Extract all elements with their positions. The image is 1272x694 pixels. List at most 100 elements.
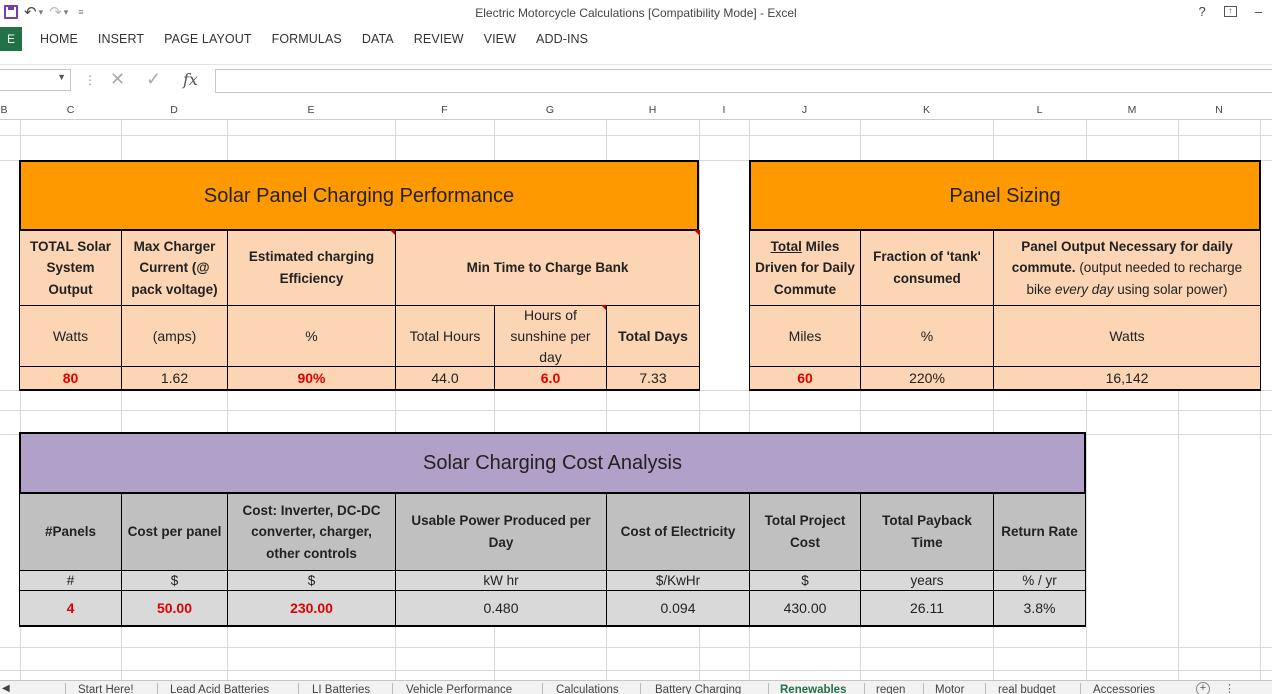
comment-indicator-icon[interactable] xyxy=(694,230,700,236)
tab-split-handle-icon[interactable]: ⋮ xyxy=(1224,683,1235,694)
column-header-m[interactable]: M xyxy=(1127,104,1137,116)
sheet-tab-regen[interactable]: regen xyxy=(876,684,906,694)
formula-input[interactable] xyxy=(215,69,1272,93)
tab-insert[interactable]: INSERT xyxy=(97,32,145,46)
sheet-tab-battery-charging[interactable]: Battery Charging xyxy=(655,684,742,694)
column-header-f[interactable]: F xyxy=(441,104,448,116)
column-header-i[interactable]: I xyxy=(722,104,726,116)
unit-watts: Watts xyxy=(19,305,122,367)
column-header-h[interactable]: H xyxy=(648,104,657,116)
tab-review[interactable]: REVIEW xyxy=(413,32,464,46)
column-header-j[interactable]: J xyxy=(801,104,808,116)
unit-amps: (amps) xyxy=(121,305,228,367)
tab-page-layout[interactable]: PAGE LAYOUT xyxy=(164,32,252,46)
sheet-tab-motor[interactable]: Motor xyxy=(935,684,965,694)
tab-formulas[interactable]: FORMULAS xyxy=(271,32,342,46)
value-cost-inverter[interactable]: 230.00 xyxy=(227,590,396,627)
header-cost-inverter: Cost: Inverter, DC-DC converter, charger… xyxy=(227,493,396,571)
save-icon[interactable] xyxy=(4,5,18,19)
new-sheet-icon[interactable]: + xyxy=(1196,682,1210,694)
undo-dropdown-icon[interactable]: ▾ xyxy=(38,6,44,17)
column-header-l[interactable]: L xyxy=(1036,104,1043,116)
value-cost-electricity[interactable]: 0.094 xyxy=(606,590,750,627)
quick-access-toolbar: ↶ ▾ ↷ ▾ ≡ xyxy=(4,3,83,21)
sheet-tab-li-batteries[interactable]: LI Batteries xyxy=(312,684,371,694)
header-output-normal: (output needed to recharge bike xyxy=(1026,260,1243,297)
value-sunshine[interactable]: 6.0 xyxy=(494,366,607,391)
solar-panel-title: Solar Panel Charging Performance xyxy=(19,160,699,231)
header-efficiency-text: Estimated charging Efficiency xyxy=(248,249,375,286)
unit-dollar: $ xyxy=(227,570,396,591)
column-header-k[interactable]: K xyxy=(922,104,930,116)
help-button[interactable]: ? xyxy=(1198,4,1206,19)
header-miles-driven-text: Total Miles Driven for Daily Commute xyxy=(752,236,858,301)
column-header-b[interactable]: B xyxy=(0,104,8,116)
value-total-project-cost[interactable]: 430.00 xyxy=(749,590,861,627)
tab-home[interactable]: HOME xyxy=(40,32,78,46)
header-total-solar: TOTAL Solar System Output xyxy=(19,230,122,306)
unit-kw-hr: kW hr xyxy=(395,570,607,591)
value-output[interactable]: 16,142 xyxy=(993,366,1261,391)
value-return-rate[interactable]: 3.8% xyxy=(993,590,1086,627)
tab-add-ins[interactable]: ADD-INS xyxy=(536,32,589,46)
name-box[interactable]: ▼ xyxy=(0,69,71,91)
column-header-n[interactable]: N xyxy=(1215,104,1223,116)
value-cost-per-panel[interactable]: 50.00 xyxy=(121,590,228,627)
value-total-hours[interactable]: 44.0 xyxy=(395,366,495,391)
formula-bar: ▼ ⋮ ✕ ✓ fx xyxy=(0,64,1272,96)
value-panels[interactable]: 4 xyxy=(19,590,122,627)
formula-bar-grip-icon: ⋮ xyxy=(84,73,96,87)
unit-years: years xyxy=(860,570,994,591)
value-efficiency[interactable]: 90% xyxy=(227,366,396,391)
sheet-tab-accessories[interactable]: Accessories xyxy=(1093,684,1155,694)
header-output-end: using solar power) xyxy=(1113,281,1228,297)
unit-dollar: $ xyxy=(749,570,861,591)
value-total-days[interactable]: 7.33 xyxy=(606,366,700,391)
value-usable-power[interactable]: 0.480 xyxy=(395,590,607,627)
sheet-tab-start-here[interactable]: Start Here! xyxy=(78,684,134,694)
sheet-tab-calculations[interactable]: Calculations xyxy=(556,684,619,694)
insert-function-icon[interactable]: fx xyxy=(183,70,198,89)
cancel-icon[interactable]: ✕ xyxy=(110,69,126,89)
redo-dropdown-icon[interactable]: ▾ xyxy=(63,6,69,17)
unit-dollar: $ xyxy=(121,570,228,591)
column-header-d[interactable]: D xyxy=(170,104,178,116)
panel-sizing-title: Panel Sizing xyxy=(749,160,1261,231)
redo-icon[interactable]: ↷ xyxy=(49,4,62,21)
header-panel-output-text: Panel Output Necessary for daily commute… xyxy=(1000,236,1254,301)
unit-percent: % xyxy=(227,305,396,367)
value-payback-time[interactable]: 26.11 xyxy=(860,590,994,627)
value-total-solar[interactable]: 80 xyxy=(19,366,122,391)
comment-indicator-icon[interactable] xyxy=(601,305,607,311)
customize-qat-icon[interactable]: ≡ xyxy=(78,7,84,17)
header-miles-total: Total xyxy=(770,238,802,254)
window-controls: ? ↑ – xyxy=(1199,4,1262,19)
file-tab[interactable]: E xyxy=(0,27,22,51)
value-miles[interactable]: 60 xyxy=(749,366,861,391)
header-cost-per-panel: Cost per panel xyxy=(121,493,228,571)
tab-data[interactable]: DATA xyxy=(361,32,394,46)
comment-indicator-icon[interactable] xyxy=(390,230,396,236)
cost-analysis-title: Solar Charging Cost Analysis xyxy=(19,432,1086,494)
minimize-button[interactable]: – xyxy=(1254,4,1262,19)
header-panel-output: Panel Output Necessary for daily commute… xyxy=(993,230,1261,306)
undo-icon[interactable]: ↶ xyxy=(24,4,37,21)
header-return-rate: Return Rate xyxy=(993,493,1086,571)
unit-sunshine-text: Hours of sunshine per day xyxy=(510,306,591,365)
sheet-tab-renewables[interactable]: Renewables xyxy=(780,684,847,694)
column-header-g[interactable]: G xyxy=(545,104,555,116)
column-header-c[interactable]: C xyxy=(66,104,75,116)
sheet-tab-real-budget[interactable]: real budget xyxy=(998,684,1056,694)
sheet-tab-vehicle-performance[interactable]: Vehicle Performance xyxy=(406,684,513,694)
enter-icon[interactable]: ✓ xyxy=(146,69,162,89)
column-header-e[interactable]: E xyxy=(307,104,315,116)
name-box-dropdown-icon[interactable]: ▼ xyxy=(57,72,66,82)
header-panels: #Panels xyxy=(19,493,122,571)
tab-view[interactable]: VIEW xyxy=(483,32,517,46)
value-fraction[interactable]: 220% xyxy=(860,366,994,391)
scroll-tabs-left-icon[interactable]: ◀ xyxy=(2,683,10,694)
value-max-charger[interactable]: 1.62 xyxy=(121,366,228,391)
sheet-tab-lead-acid-batteries[interactable]: Lead Acid Batteries xyxy=(170,684,270,694)
ribbon-display-options-icon[interactable]: ↑ xyxy=(1223,6,1237,17)
header-output-bold: Panel Output Necessary for daily commute… xyxy=(1011,238,1233,276)
